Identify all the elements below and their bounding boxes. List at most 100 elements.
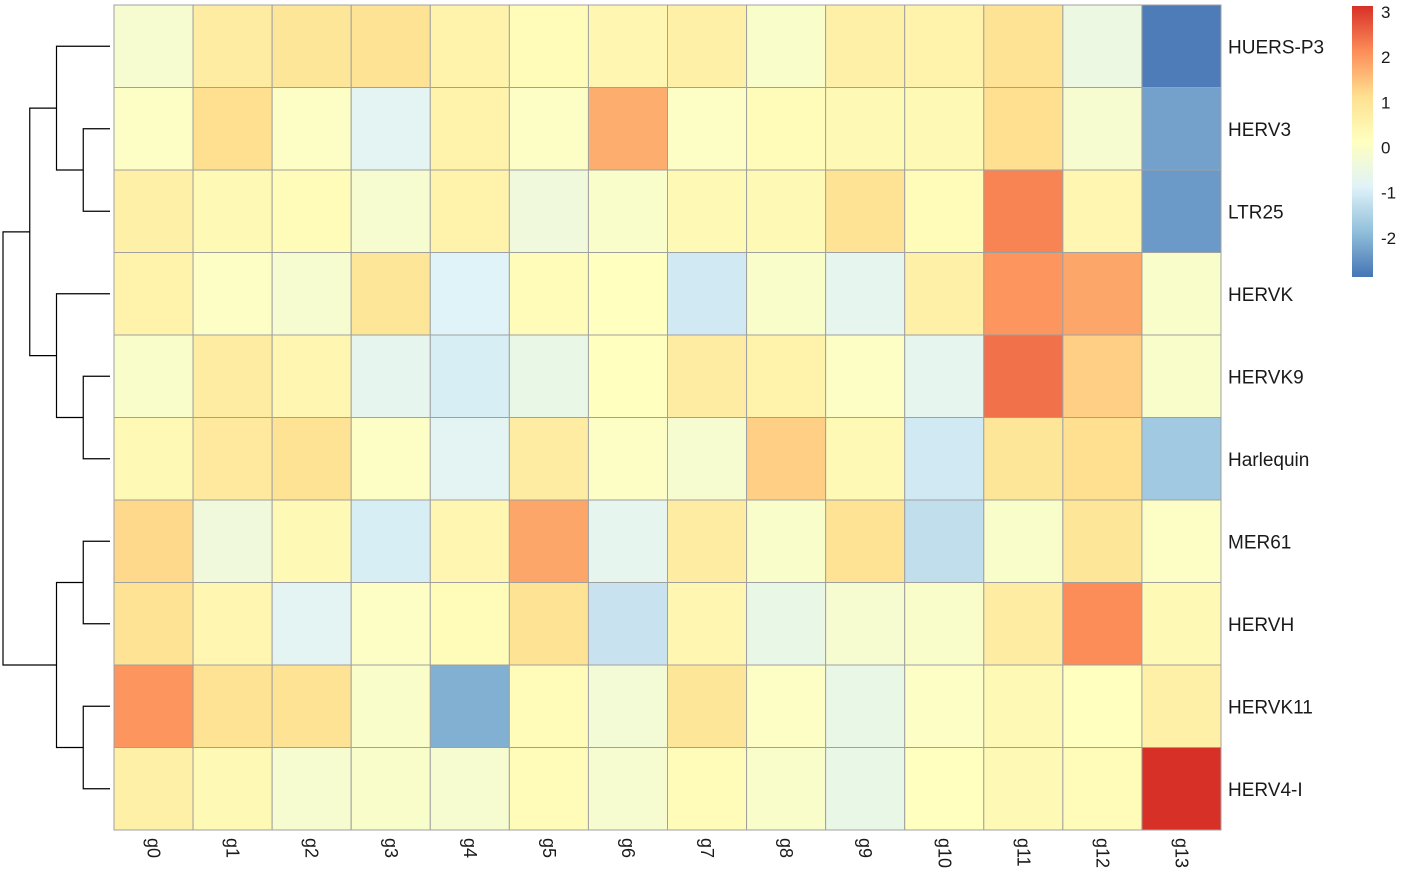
heatmap-cell-HERV3-g7 <box>667 87 748 171</box>
heatmap-cell-HERV3-g11 <box>983 87 1064 171</box>
heatmap-cell-MER61-g3 <box>350 499 431 583</box>
heatmap-cell-HERV4-I-g0 <box>113 747 194 831</box>
column-label: g11 <box>1013 838 1033 867</box>
heatmap-cell-HERV4-I-g2 <box>271 747 352 831</box>
heatmap-cell-HUERS-P3-g3 <box>350 4 431 88</box>
heatmap-cell-HERVK-g10 <box>904 252 985 336</box>
heatmap-cell-LTR25-g3 <box>350 169 431 253</box>
row-label: HUERS-P3 <box>1228 37 1324 58</box>
heatmap-cell-HERV3-g4 <box>429 87 510 171</box>
heatmap-cell-HERV4-I-g8 <box>746 747 827 831</box>
legend-color-bar <box>1352 6 1373 277</box>
row-label: HERV4-I <box>1228 780 1303 801</box>
row-label: HERVK11 <box>1228 697 1313 718</box>
heatmap-cell-HERV4-I-g9 <box>825 747 906 831</box>
heatmap-cell-HUERS-P3-g9 <box>825 4 906 88</box>
heatmap-cell-Harlequin-g13 <box>1141 417 1222 501</box>
heatmap-cell-HUERS-P3-g8 <box>746 4 827 88</box>
heatmap-cell-HERV3-g13 <box>1141 87 1222 171</box>
heatmap-cell-HERVK-g0 <box>113 252 194 336</box>
heatmap-cell-HERV3-g12 <box>1062 87 1143 171</box>
heatmap-cell-HERVK11-g9 <box>825 664 906 748</box>
heatmap-cell-MER61-g2 <box>271 499 352 583</box>
column-label: g5 <box>539 838 559 858</box>
heatmap-cell-Harlequin-g9 <box>825 417 906 501</box>
heatmap-cell-MER61-g4 <box>429 499 510 583</box>
legend-tick-label: 2 <box>1381 48 1390 67</box>
heatmap-cell-HUERS-P3-g13 <box>1141 4 1222 88</box>
heatmap-cell-MER61-g1 <box>192 499 273 583</box>
legend-tick-label: 3 <box>1381 3 1390 22</box>
heatmap-cell-LTR25-g9 <box>825 169 906 253</box>
heatmap-cell-HERVK9-g6 <box>587 334 668 418</box>
heatmap-cell-HUERS-P3-g5 <box>508 4 589 88</box>
heatmap-cell-HERVK9-g4 <box>429 334 510 418</box>
heatmap-cell-HERV3-g0 <box>113 87 194 171</box>
heatmap-cell-MER61-g9 <box>825 499 906 583</box>
heatmap-cell-HUERS-P3-g1 <box>192 4 273 88</box>
heatmap-cell-HUERS-P3-g12 <box>1062 4 1143 88</box>
heatmap-cell-Harlequin-g1 <box>192 417 273 501</box>
heatmap-cell-Harlequin-g2 <box>271 417 352 501</box>
heatmap-cell-HERV3-g10 <box>904 87 985 171</box>
heatmap-cell-HERVH-g13 <box>1141 582 1222 666</box>
heatmap-cell-HERV3-g3 <box>350 87 431 171</box>
column-label: g1 <box>223 838 243 858</box>
row-label: HERVK9 <box>1228 367 1304 388</box>
heatmap-cell-HERVK9-g12 <box>1062 334 1143 418</box>
heatmap-cell-HERVK-g9 <box>825 252 906 336</box>
heatmap-cell-HERVH-g8 <box>746 582 827 666</box>
heatmap-cell-HERVH-g5 <box>508 582 589 666</box>
heatmap-cell-HERVK11-g10 <box>904 664 985 748</box>
heatmap-cell-Harlequin-g6 <box>587 417 668 501</box>
heatmap-cell-Harlequin-g3 <box>350 417 431 501</box>
heatmap-cell-HUERS-P3-g6 <box>587 4 668 88</box>
heatmap-cell-HERVK9-g13 <box>1141 334 1222 418</box>
heatmap-cell-HERV3-g8 <box>746 87 827 171</box>
heatmap-cell-HERV4-I-g10 <box>904 747 985 831</box>
heatmap-cell-HERVH-g11 <box>983 582 1064 666</box>
heatmap-cell-HERVH-g3 <box>350 582 431 666</box>
row-label: HERVH <box>1228 615 1294 636</box>
heatmap-cell-HERV4-I-g4 <box>429 747 510 831</box>
dendrogram-branch <box>82 540 110 625</box>
heatmap-cell-HERVK11-g3 <box>350 664 431 748</box>
heatmap-cell-HERVK-g1 <box>192 252 273 336</box>
heatmap-cell-MER61-g10 <box>904 499 985 583</box>
heatmap-cell-HERVK11-g13 <box>1141 664 1222 748</box>
heatmap-cell-HERVH-g0 <box>113 582 194 666</box>
heatmap-cell-LTR25-g7 <box>667 169 748 253</box>
heatmap-cell-Harlequin-g0 <box>113 417 194 501</box>
heatmap-cell-HERVH-g9 <box>825 582 906 666</box>
heatmap-cell-HERVK-g8 <box>746 252 827 336</box>
heatmap-cell-LTR25-g4 <box>429 169 510 253</box>
heatmap-cell-HERVK9-g10 <box>904 334 985 418</box>
heatmap-cell-HERVK-g5 <box>508 252 589 336</box>
heatmap-cell-HERV4-I-g1 <box>192 747 273 831</box>
heatmap-cell-Harlequin-g12 <box>1062 417 1143 501</box>
heatmap-cell-HERVK9-g9 <box>825 334 906 418</box>
column-label: g10 <box>934 838 954 868</box>
row-label: HERVK <box>1228 285 1293 306</box>
heatmap-cell-HERVK9-g11 <box>983 334 1064 418</box>
heatmap-cell-HERVK11-g1 <box>192 664 273 748</box>
heatmap-cell-HERVK11-g4 <box>429 664 510 748</box>
heatmap-cell-Harlequin-g10 <box>904 417 985 501</box>
legend-tick-label: 0 <box>1381 139 1390 158</box>
heatmap-cell-HERVH-g12 <box>1062 582 1143 666</box>
heatmap-cell-HUERS-P3-g11 <box>983 4 1064 88</box>
heatmap-cell-HERVK-g12 <box>1062 252 1143 336</box>
dendrogram-branch <box>29 107 57 357</box>
heatmap-cell-HERVK11-g7 <box>667 664 748 748</box>
heatmap-cell-HUERS-P3-g0 <box>113 4 194 88</box>
heatmap-cell-Harlequin-g7 <box>667 417 748 501</box>
heatmap-cell-HERVH-g1 <box>192 582 273 666</box>
heatmap-cell-MER61-g6 <box>587 499 668 583</box>
dendrogram-branch <box>2 231 57 666</box>
column-label: g13 <box>1171 838 1191 868</box>
heatmap-cell-HERVK-g7 <box>667 252 748 336</box>
dendrogram-branch <box>82 705 110 790</box>
heatmap-cell-HERVH-g2 <box>271 582 352 666</box>
heatmap-cell-HERVH-g10 <box>904 582 985 666</box>
